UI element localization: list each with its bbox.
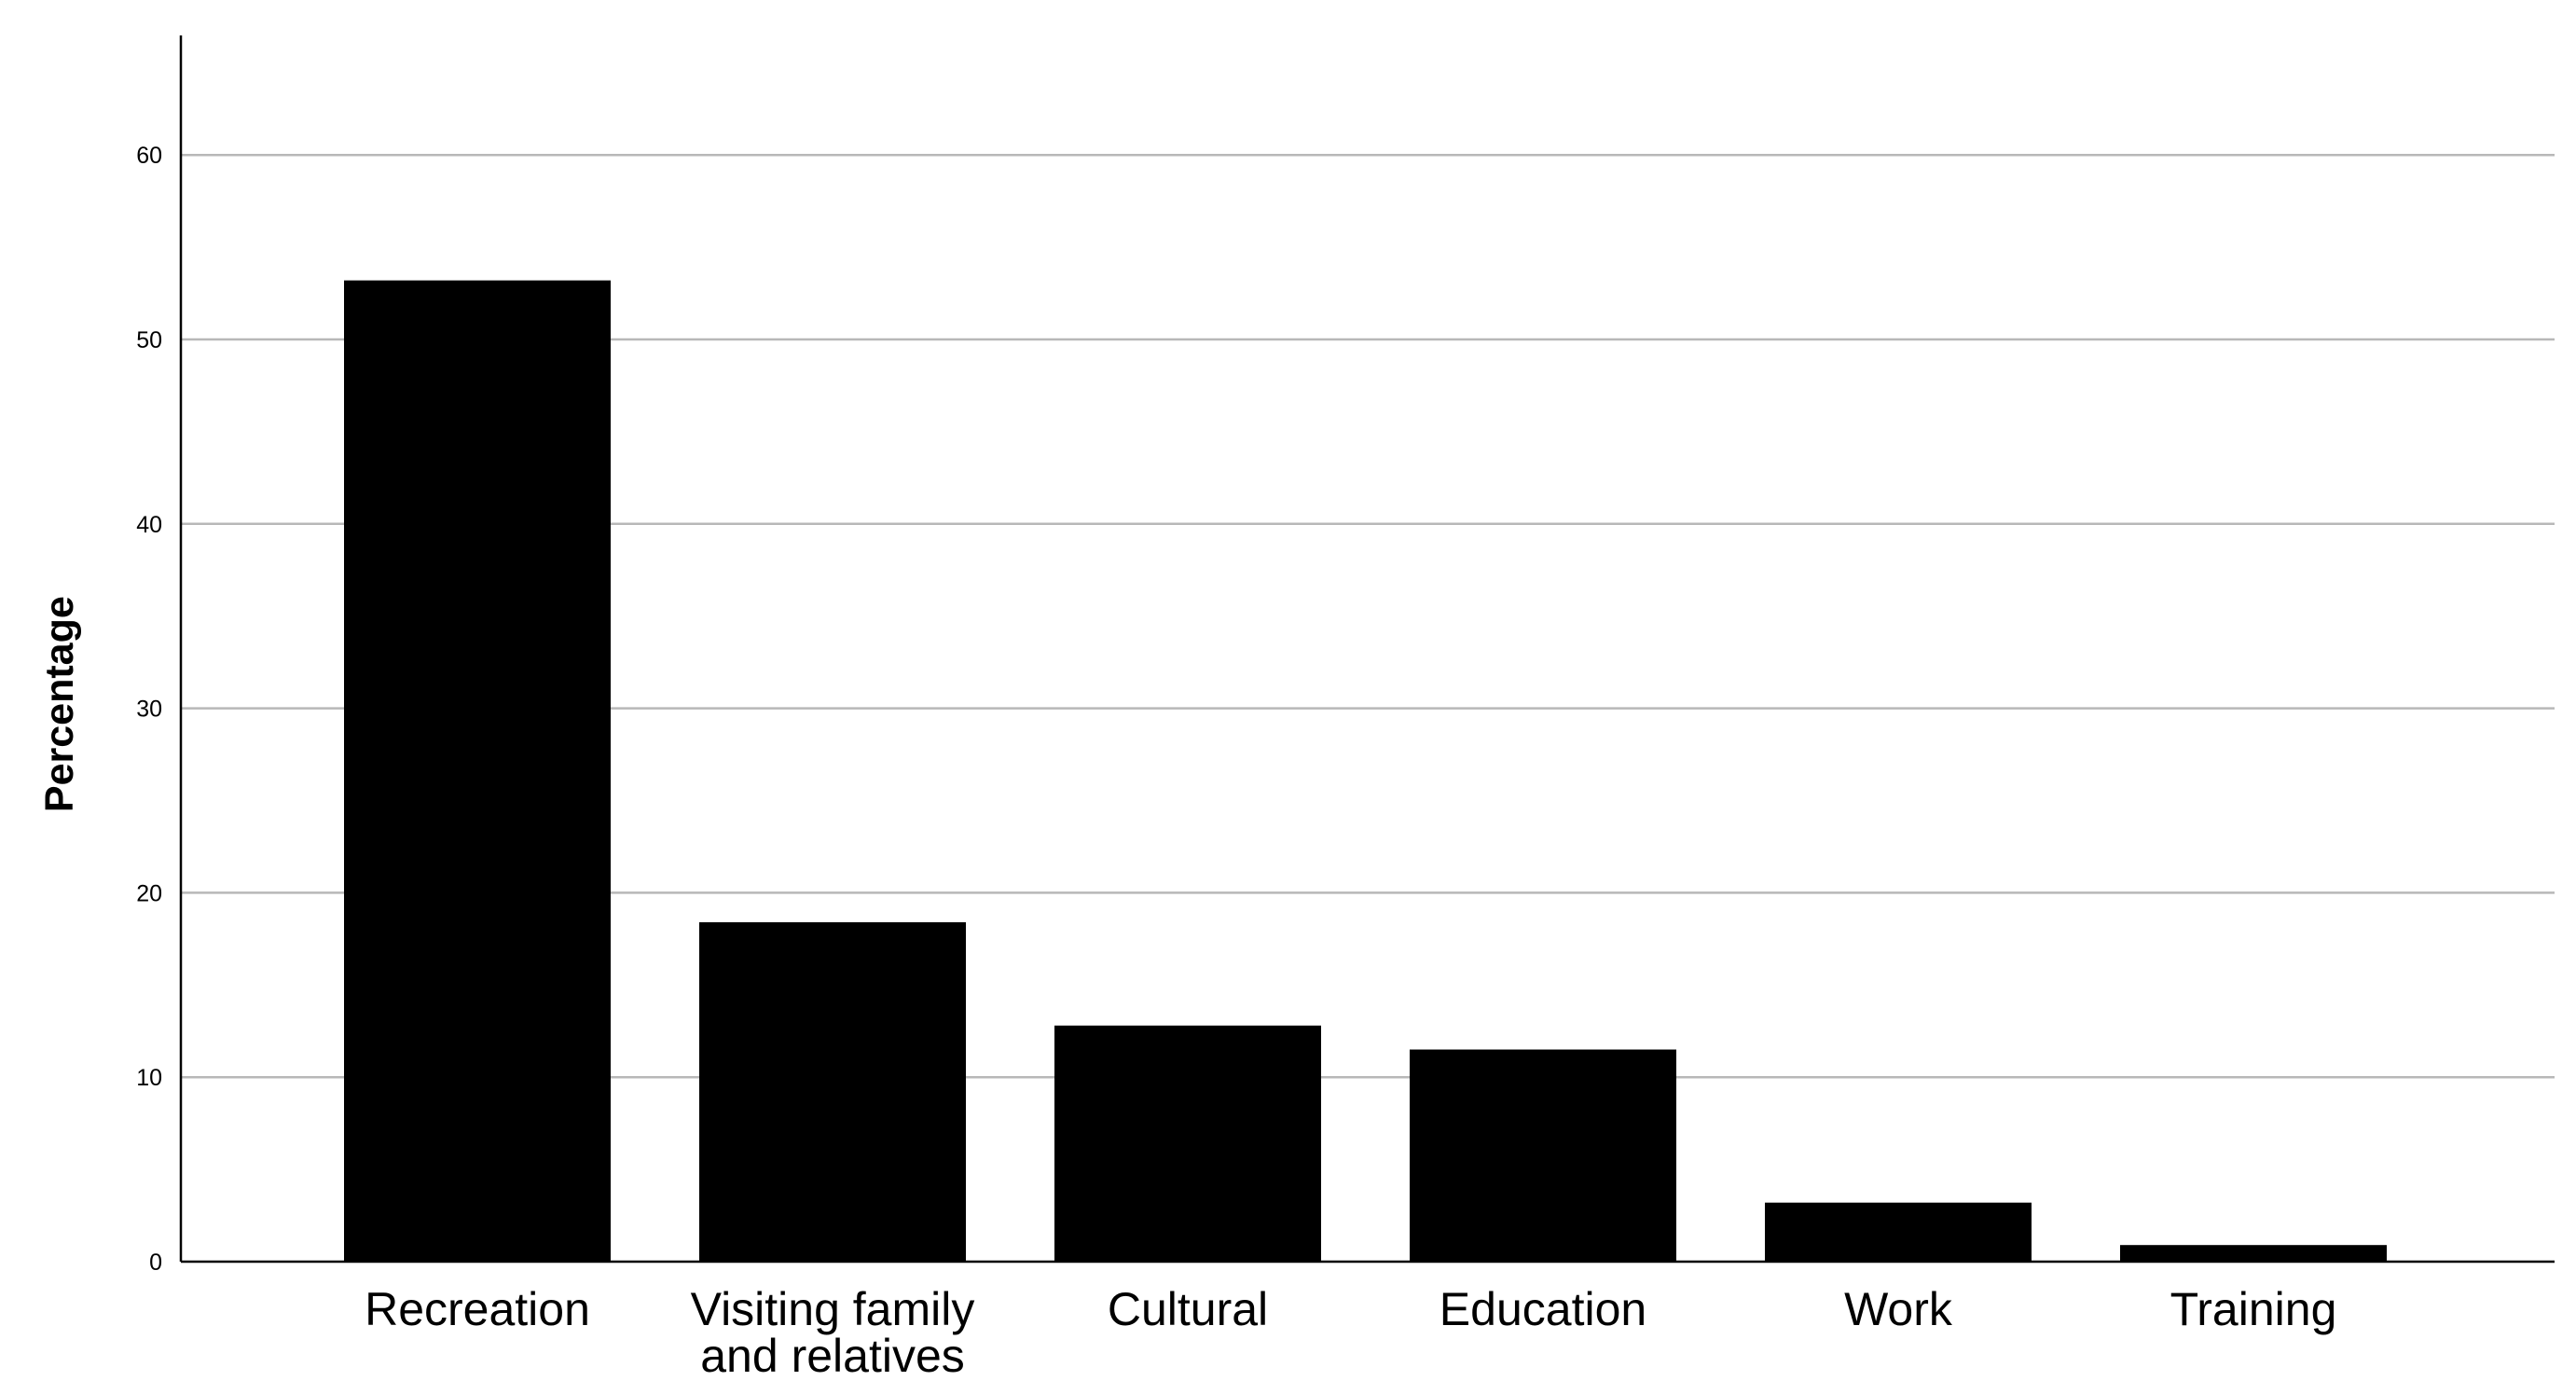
y-tick-label: 60 <box>136 143 162 169</box>
x-category-label: Work <box>1844 1283 1953 1335</box>
y-axis-title: Percentage <box>37 596 82 812</box>
x-category-label: Training <box>2170 1283 2337 1335</box>
x-category-label: Recreation <box>365 1283 590 1335</box>
y-tick-labels: 0 10 20 30 40 50 60 <box>136 143 162 1276</box>
y-tick-label: 0 <box>149 1250 162 1276</box>
y-tick-label: 50 <box>136 327 162 353</box>
y-tick-label: 30 <box>136 697 162 723</box>
bar-visiting-family-and-relatives <box>699 922 966 1262</box>
y-tick-label: 40 <box>136 512 162 538</box>
bar-training <box>2120 1245 2387 1262</box>
x-category-label: Visiting family <box>691 1283 975 1335</box>
bar-cultural <box>1054 1025 1321 1262</box>
y-tick-label: 10 <box>136 1065 162 1091</box>
bar-education <box>1410 1049 1676 1262</box>
x-category-label: and relatives <box>700 1330 965 1381</box>
x-category-label: Education <box>1440 1283 1646 1335</box>
axes <box>179 35 2555 1264</box>
bar-recreation <box>344 280 611 1263</box>
y-tick-label: 20 <box>136 880 162 906</box>
bars <box>344 280 2387 1263</box>
bar-work <box>1765 1202 2032 1262</box>
x-category-label: Cultural <box>1108 1283 1268 1335</box>
